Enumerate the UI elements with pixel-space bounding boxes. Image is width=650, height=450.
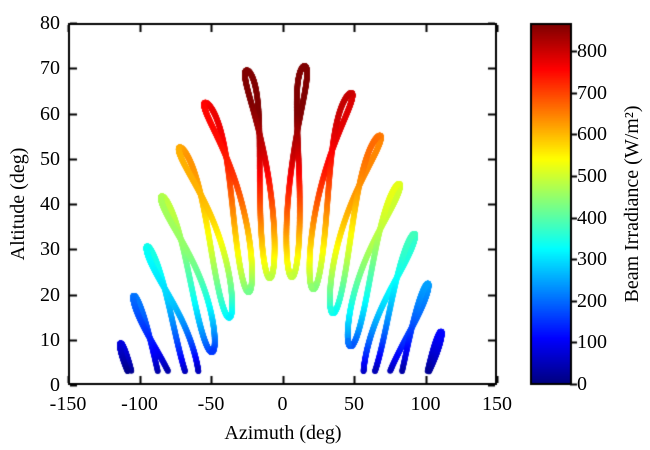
x-tick-label: -100 <box>121 393 158 415</box>
x-tick-label: 150 <box>482 393 512 415</box>
x-axis-label: Azimuth (deg) <box>224 422 342 444</box>
y-tick-label: 0 <box>50 374 60 396</box>
colorbar-tick-label: 600 <box>577 123 607 146</box>
colorbar-label: Beam Irradiance (W/m²) <box>621 105 643 303</box>
x-tick-label: -50 <box>197 393 225 415</box>
y-tick-label: 40 <box>40 193 60 215</box>
x-tick-label: 0 <box>277 393 288 415</box>
colorbar-tick-label: 0 <box>577 373 587 395</box>
colorbar-tick-label: 800 <box>577 40 607 63</box>
colorbar-tick-label: 400 <box>577 206 607 229</box>
y-tick-label: 80 <box>40 12 60 34</box>
x-tick-label: 100 <box>410 393 441 415</box>
y-tick-label: 60 <box>40 102 60 125</box>
x-tick-label: 50 <box>344 393 364 415</box>
y-tick-label: 50 <box>40 147 60 170</box>
colorbar-tick-label: 300 <box>577 248 607 271</box>
colorbar-tick-label: 700 <box>577 81 607 104</box>
y-tick-label: 30 <box>40 238 60 261</box>
colorbar-tick-label: 500 <box>577 164 607 187</box>
colorbar-tick-label: 200 <box>577 289 607 312</box>
y-tick-label: 70 <box>40 57 60 80</box>
x-tick-label: -150 <box>49 393 87 415</box>
y-tick-label: 10 <box>40 328 60 351</box>
y-axis-label: Altitude (deg) <box>7 147 29 261</box>
y-tick-label: 20 <box>40 283 60 306</box>
colorbar-tick-label: 100 <box>577 331 607 354</box>
